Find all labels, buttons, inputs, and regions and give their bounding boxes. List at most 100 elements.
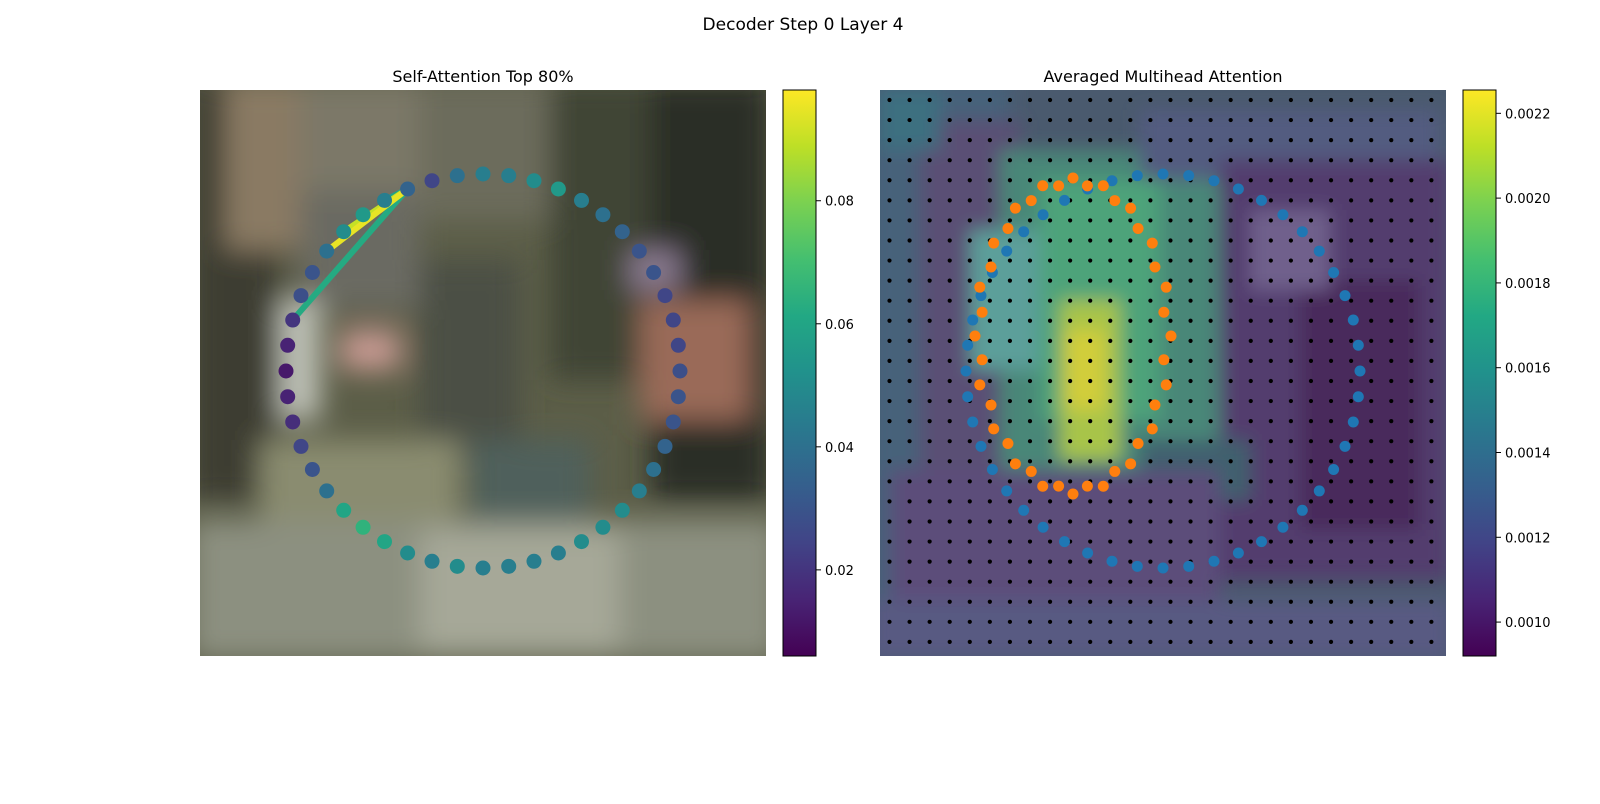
grid-point [947, 158, 952, 163]
contour-point [595, 207, 611, 223]
grid-point [1409, 298, 1414, 303]
blue-contour-point [1183, 170, 1195, 182]
grid-point [1088, 639, 1093, 644]
grid-point [1027, 338, 1033, 343]
orange-sampling-point [1081, 180, 1093, 192]
grid-point [1007, 419, 1013, 424]
grid-point [1168, 278, 1173, 283]
orange-sampling-point [974, 281, 986, 293]
grid-point [1088, 439, 1093, 444]
contour-point [400, 181, 416, 197]
grid-point [1268, 559, 1273, 564]
grid-point [1168, 218, 1173, 223]
grid-point [1007, 539, 1013, 544]
grid-point [907, 378, 912, 384]
grid-point [1108, 158, 1113, 163]
grid-point [1248, 459, 1253, 464]
grid-point [1168, 419, 1173, 424]
grid-point [887, 318, 892, 323]
grid-point [927, 398, 932, 404]
colorbar-tick-label: 0.0014 [1505, 446, 1551, 461]
grid-point [1409, 579, 1414, 584]
orange-sampling-point [1067, 172, 1079, 184]
blue-contour-point [1037, 209, 1049, 221]
grid-point [987, 619, 992, 624]
grid-point [1088, 298, 1093, 303]
grid-point [947, 117, 952, 123]
grid-point [1068, 378, 1073, 384]
grid-point [987, 479, 992, 484]
grid-point [1248, 117, 1253, 123]
grid-point [1389, 278, 1394, 283]
grid-point [1148, 138, 1153, 143]
grid-point [1068, 579, 1073, 584]
grid-point [1409, 639, 1414, 644]
grid-point [1268, 378, 1273, 384]
grid-point [907, 318, 912, 323]
grid-point [927, 439, 932, 444]
grid-point [1308, 579, 1314, 584]
grid-point [1128, 258, 1133, 263]
grid-point [927, 158, 932, 163]
grid-point [987, 318, 992, 323]
grid-point [1328, 298, 1334, 303]
grid-point [947, 579, 952, 584]
grid-point [1288, 117, 1293, 123]
contour-point [665, 414, 681, 430]
grid-point [1328, 138, 1334, 143]
grid-point [1429, 97, 1434, 103]
grid-point [967, 97, 972, 103]
grid-point [1268, 238, 1273, 243]
grid-point [1208, 97, 1213, 103]
grid-point [1369, 178, 1374, 183]
grid-point [1188, 278, 1193, 283]
grid-point [1349, 559, 1354, 564]
grid-point [887, 599, 892, 604]
grid-point [887, 238, 892, 243]
grid-point [1328, 579, 1334, 584]
grid-point [1328, 398, 1334, 404]
grid-point [1429, 198, 1434, 203]
contour-point [614, 502, 630, 518]
blue-contour-point [1059, 536, 1070, 548]
grid-point [1429, 218, 1434, 223]
grid-point [1007, 398, 1013, 404]
orange-sampling-point [1053, 480, 1065, 492]
orange-sampling-point [1053, 180, 1065, 192]
blue-contour-point [962, 339, 974, 351]
grid-point [1088, 378, 1093, 384]
grid-point [1429, 619, 1434, 624]
grid-point [1409, 539, 1414, 544]
grid-point [907, 559, 912, 564]
contour-point [319, 483, 335, 499]
blue-contour-point [1037, 521, 1049, 533]
grid-point [927, 559, 932, 564]
grid-point [987, 439, 992, 444]
grid-point [1288, 238, 1293, 243]
grid-point [1328, 639, 1334, 644]
grid-point [1369, 278, 1374, 283]
grid-point [1148, 599, 1153, 604]
grid-point [887, 378, 892, 384]
grid-point [967, 559, 972, 564]
grid-point [1308, 439, 1314, 444]
contour-point [501, 168, 517, 184]
grid-point [1429, 298, 1434, 303]
grid-point [1208, 218, 1213, 223]
grid-point [947, 138, 952, 143]
grid-point [1369, 459, 1374, 464]
contour-point [526, 173, 542, 189]
grid-point [1308, 398, 1314, 404]
blue-contour-point [1018, 504, 1030, 516]
grid-point [1027, 378, 1033, 384]
grid-point [1228, 519, 1233, 524]
grid-point [1027, 459, 1033, 464]
left-colorbar: 0.02 0.04 0.06 0.08 [782, 89, 854, 657]
grid-point [1429, 599, 1434, 604]
grid-point [987, 539, 992, 544]
grid-point [1369, 358, 1374, 364]
grid-point [1027, 117, 1033, 123]
grid-point [1168, 238, 1173, 243]
grid-point [1248, 419, 1253, 424]
grid-point [1268, 499, 1273, 504]
